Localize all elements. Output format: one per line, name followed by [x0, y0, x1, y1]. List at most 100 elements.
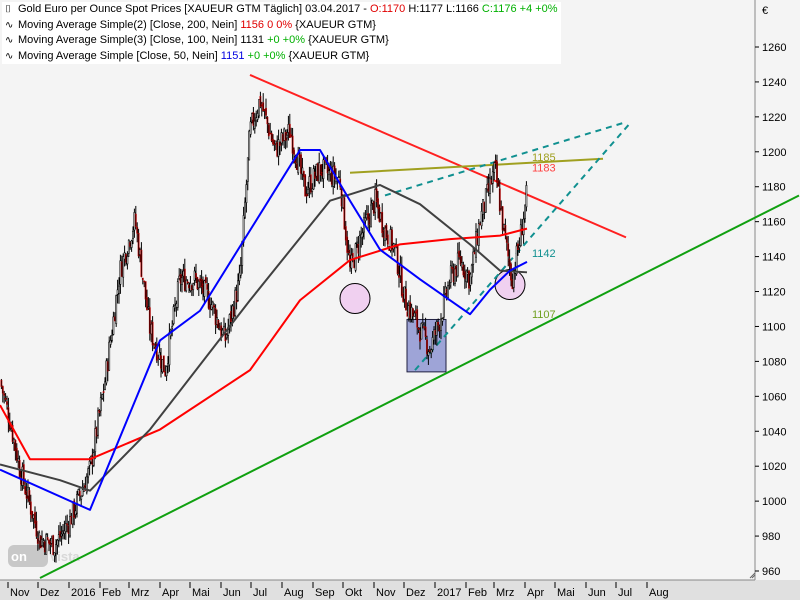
x-tick-label: Mrz: [131, 587, 149, 599]
candle-body: [353, 259, 356, 269]
candle-body: [477, 223, 480, 246]
candle-body: [463, 271, 466, 279]
candle-body: [400, 264, 403, 296]
candle-body: [190, 285, 193, 291]
candle-body: [270, 132, 273, 141]
candle-body: [109, 340, 112, 345]
candle-body: [297, 153, 300, 174]
candle-body: [17, 458, 20, 462]
candle-body: [52, 535, 55, 555]
candle-body: [379, 212, 382, 220]
candle-body: [36, 538, 39, 544]
candle-body: [59, 531, 62, 538]
candle-body: [134, 213, 137, 227]
candle-body: [178, 275, 181, 279]
candle-body: [246, 157, 249, 182]
candle-body: [396, 246, 399, 274]
x-tick-label: 2016: [71, 587, 95, 599]
candle-body: [522, 218, 525, 235]
candle-body: [385, 224, 388, 238]
candle-body: [244, 201, 246, 218]
price-axis: [755, 0, 800, 580]
candle-body: [157, 356, 160, 359]
candle-body: [189, 282, 192, 291]
candle-body: [87, 468, 90, 478]
candle-body: [50, 538, 53, 544]
candle-body: [490, 179, 493, 185]
candle-body: [119, 260, 122, 285]
candle-body: [235, 291, 238, 303]
candle-body: [132, 230, 134, 239]
candle-body: [288, 123, 291, 138]
candle-body: [106, 361, 109, 372]
candle-body: [378, 206, 381, 222]
candle-body: [435, 321, 438, 336]
candle-body: [328, 170, 330, 176]
candle-body: [39, 535, 42, 549]
candle-body: [99, 397, 102, 412]
legend-ma200: ∿ Moving Average Simple(2) [Close, 200, N…: [5, 18, 558, 34]
candle-body: [35, 520, 38, 537]
candle-body: [95, 427, 98, 437]
candle-body: [322, 159, 325, 179]
legend-ma50: ∿ Moving Average Simple [Close, 50, Nein]…: [5, 49, 558, 65]
candle-body: [32, 514, 35, 519]
x-tick-label: Aug: [284, 587, 304, 599]
candle-body: [150, 323, 153, 335]
candle-body: [97, 410, 99, 436]
candle-body: [255, 117, 258, 122]
candle-body: [358, 235, 361, 257]
candle-body: [263, 109, 266, 111]
candle-body: [53, 552, 56, 557]
candle-body: [507, 243, 510, 257]
y-tick-label: 1240: [762, 77, 786, 89]
candle-body: [259, 96, 262, 107]
candle-body: [419, 331, 421, 342]
candle-body: [239, 265, 242, 276]
candle-body: [318, 162, 321, 183]
y-tick-label: 1260: [762, 42, 786, 54]
candle-body: [42, 540, 45, 543]
x-tick-label: Jul: [253, 587, 267, 599]
candle-body: [158, 352, 161, 360]
candle-body: [476, 233, 479, 245]
candle-body: [374, 189, 377, 213]
candle-body: [295, 163, 298, 170]
candle-body: [344, 226, 347, 241]
x-tick-label: Jul: [618, 587, 632, 599]
candle-body: [116, 289, 119, 295]
candle-body: [112, 316, 115, 335]
candle-body: [402, 293, 405, 302]
candle-body: [319, 164, 322, 175]
candle-body: [202, 283, 204, 294]
candle-body: [80, 495, 83, 500]
candle-body: [300, 154, 302, 174]
candle-body: [274, 140, 277, 145]
candle-body: [465, 270, 468, 283]
candle-body: [280, 132, 283, 144]
candle-body: [234, 289, 237, 317]
candle-body: [437, 321, 440, 326]
line-indicator-icon: ∿: [5, 19, 14, 31]
candle-body: [126, 256, 129, 265]
candle-body: [206, 283, 209, 290]
candle-body: [452, 268, 455, 283]
resize-grip-icon[interactable]: [749, 572, 756, 579]
candle-body: [469, 273, 472, 286]
candle-body: [458, 250, 461, 258]
candle-body: [38, 532, 41, 542]
candle-body: [56, 539, 59, 546]
candle-body: [433, 329, 435, 341]
candle-body: [421, 322, 424, 325]
candle-body: [136, 226, 139, 234]
candle-body: [309, 174, 312, 193]
candle-body: [451, 266, 454, 269]
candle-body: [525, 185, 528, 208]
time-axis: [0, 580, 800, 600]
candle-body: [147, 306, 150, 309]
candle-body: [501, 206, 504, 231]
candle-body: [370, 204, 372, 228]
candle-body: [308, 176, 311, 189]
candle-body: [423, 326, 426, 328]
candle-body: [98, 410, 101, 413]
